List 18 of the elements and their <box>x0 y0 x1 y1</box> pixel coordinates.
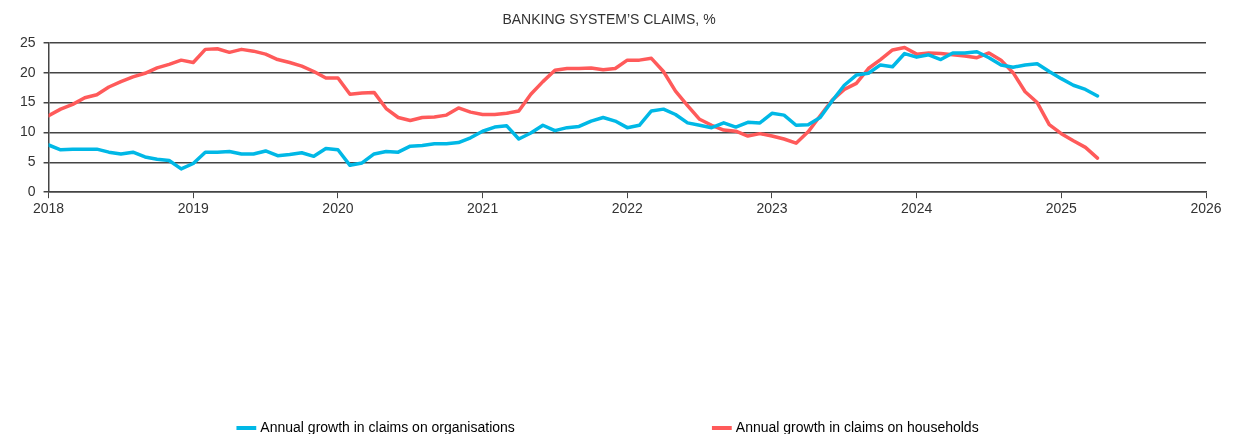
y-tick-label: 5 <box>27 153 36 170</box>
x-tick-label: 2021 <box>467 200 499 217</box>
y-tick-label: 10 <box>19 123 36 140</box>
y-tick-label: 15 <box>19 93 36 110</box>
x-tick-label: 2018 <box>32 200 65 217</box>
x-tick-label: 2025 <box>1045 200 1078 217</box>
chart-title: BANKING SYSTEM’S CLAIMS, % <box>502 11 716 28</box>
legend-label: Annual growth in claims on organisations <box>260 418 515 435</box>
x-tick-label: 2020 <box>322 200 354 217</box>
legend-label: Annual growth in claims on households <box>735 418 979 435</box>
x-tick-label: 2024 <box>901 200 933 217</box>
x-tick-label: 2023 <box>756 200 788 217</box>
y-tick-label: 20 <box>19 63 36 80</box>
x-tick-label: 2026 <box>1190 200 1222 217</box>
x-tick-label: 2022 <box>611 200 644 217</box>
x-tick-label: 2019 <box>177 200 210 217</box>
y-tick-label: 25 <box>19 33 36 50</box>
y-tick-label: 0 <box>27 183 36 200</box>
